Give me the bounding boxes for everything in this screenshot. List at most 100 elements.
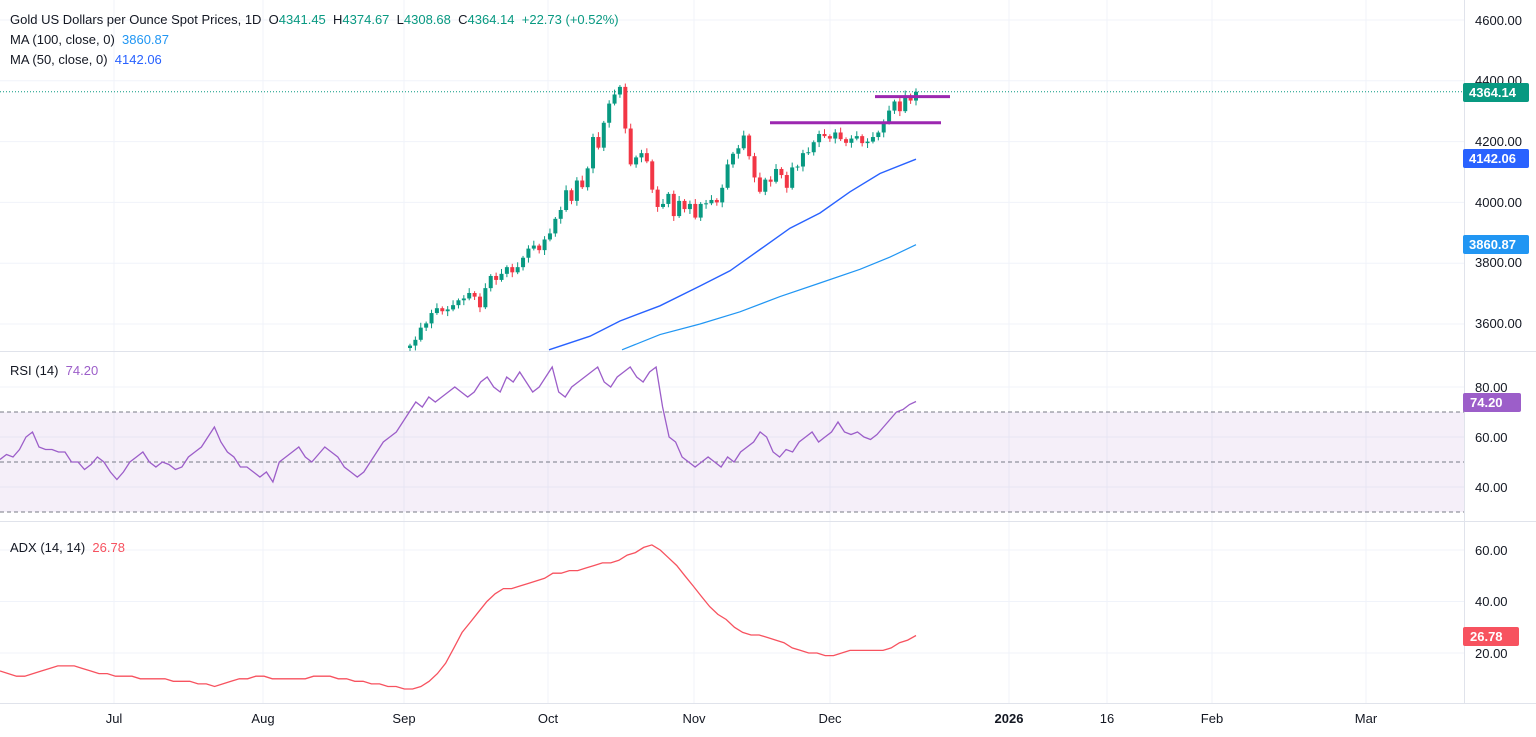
candle-body: [693, 203, 698, 218]
candle-body: [413, 339, 418, 346]
candle-body: [865, 141, 870, 144]
candle-body: [698, 203, 703, 218]
time-tick: Sep: [392, 711, 415, 726]
ma50-line: [548, 158, 917, 351]
candle-body: [440, 308, 445, 312]
candle-body: [558, 210, 563, 219]
candle-body: [768, 179, 773, 182]
rsi-axis: 40.00 60.00 80.00: [1475, 380, 1508, 495]
candle-body: [612, 94, 617, 104]
price-tick: 4200.00: [1475, 134, 1522, 149]
rsi-tag: 74.20: [1463, 393, 1521, 412]
candle-body: [752, 156, 757, 178]
low-label: L: [396, 12, 404, 27]
price-tick: 3800.00: [1475, 255, 1522, 270]
candle-body: [661, 203, 665, 207]
candle-body: [876, 132, 881, 138]
candle-body: [542, 239, 547, 251]
candle-body: [650, 161, 655, 190]
candle-body: [687, 203, 692, 210]
candle-body: [849, 138, 854, 143]
candle-body: [860, 136, 865, 144]
candle-body: [903, 95, 908, 112]
candle-body: [854, 136, 859, 139]
ma50-tag: 4142.06: [1463, 149, 1529, 168]
candle-body: [574, 180, 579, 201]
rsi-line: [0, 365, 917, 484]
candle-body: [800, 153, 805, 167]
candle-body: [671, 193, 676, 217]
adx-label: ADX (14, 14): [10, 540, 86, 555]
candle-body: [510, 267, 515, 273]
candle-body: [741, 135, 746, 149]
ma50-legend[interactable]: MA (50, close, 0) 4142.06: [10, 52, 162, 68]
candle-body: [504, 267, 509, 274]
ma100-legend[interactable]: MA (100, close, 0) 3860.87: [10, 32, 169, 48]
candle-body: [779, 168, 784, 176]
ma100-line: [621, 244, 917, 351]
time-tick: Oct: [538, 711, 559, 726]
candle-body: [709, 199, 714, 204]
candle-body: [408, 345, 412, 349]
candle-body: [730, 153, 735, 165]
rsi-pane: [0, 365, 1464, 513]
candle-body: [725, 164, 730, 188]
adx-pane: [0, 544, 917, 690]
rsi-tick: 40.00: [1475, 480, 1508, 495]
candle-body: [617, 86, 622, 95]
candle-body: [811, 142, 816, 153]
candle-body: [456, 300, 461, 306]
time-tick: Dec: [818, 711, 842, 726]
adx-tag-text: 26.78: [1470, 629, 1503, 644]
candle-body: [628, 128, 633, 165]
candle-body: [666, 193, 671, 204]
open-label: O: [268, 12, 279, 27]
symbol-legend[interactable]: Gold US Dollars per Ounce Spot Prices, 1…: [10, 12, 619, 28]
candle-body: [526, 248, 531, 258]
ma100-tag: 3860.87: [1463, 235, 1529, 254]
candle-body: [451, 305, 456, 310]
candle-body: [418, 327, 423, 340]
rsi-legend[interactable]: RSI (14) 74.20: [10, 363, 98, 378]
candle-body: [887, 110, 892, 123]
rsi-tick: 80.00: [1475, 380, 1508, 395]
candle-body: [515, 267, 520, 273]
ma50-tag-text: 4142.06: [1469, 151, 1516, 166]
candle-body: [591, 137, 596, 169]
adx-tag: 26.78: [1463, 627, 1519, 646]
symbol-title: Gold US Dollars per Ounce Spot Prices, 1…: [10, 12, 262, 27]
candle-body: [790, 167, 795, 188]
candle-body: [585, 168, 590, 188]
candle-body: [429, 313, 434, 324]
last-price-tag: 4364.14: [1463, 83, 1529, 102]
open-value: 4341.45: [278, 12, 326, 27]
candle-body: [634, 157, 639, 165]
candle-body: [639, 153, 644, 158]
candle-body: [596, 137, 601, 148]
candle-body: [483, 288, 488, 308]
candle-body: [817, 134, 822, 143]
candle-body: [580, 180, 585, 188]
candle-body: [774, 168, 779, 182]
ma100-tag-text: 3860.87: [1469, 237, 1516, 252]
candle-body: [892, 101, 897, 111]
candle-body: [881, 122, 886, 133]
ma100-label: MA (100, close, 0): [10, 32, 115, 47]
candle-body: [757, 177, 762, 192]
ma100-value: 3860.87: [122, 32, 170, 47]
candle-body: [607, 103, 612, 123]
candle-body: [477, 296, 482, 308]
rsi-value: 74.20: [65, 363, 99, 378]
close-label: C: [458, 12, 468, 27]
ma50-value: 4142.06: [114, 52, 162, 67]
adx-legend[interactable]: ADX (14, 14) 26.78: [10, 540, 125, 555]
adx-value: 26.78: [92, 540, 125, 555]
time-axis: Jul Aug Sep Oct Nov Dec 2026 16 Feb Mar: [106, 711, 1378, 726]
rsi-tick: 60.00: [1475, 430, 1508, 445]
time-tick: Mar: [1355, 711, 1378, 726]
candle-body: [720, 187, 725, 203]
candle-body: [844, 139, 849, 143]
price-axis: 3600.00 3800.00 4000.00 4200.00 4400.00 …: [1475, 13, 1522, 331]
